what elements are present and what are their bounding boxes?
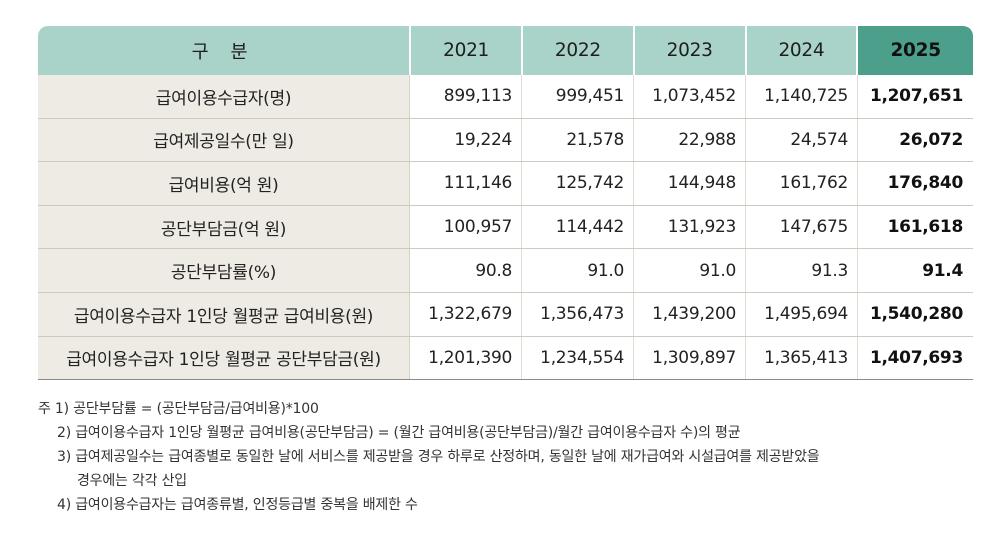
table-cell: 144,948 (634, 162, 746, 205)
table-cell: 19,224 (410, 118, 522, 162)
table-cell: 91.0 (634, 249, 746, 292)
header-year-2024: 2024 (746, 26, 857, 75)
table-cell: 1,073,452 (634, 75, 746, 118)
footnote-1: 주 1) 공단부담률 = (공단부담금/급여비용)*100 (38, 401, 319, 417)
row-label: 급여이용수급자 1인당 월평균 공단부담금(원) (38, 336, 410, 380)
footnote-2: 2) 급여이용수급자 1인당 월평균 급여비용(공단부담금) = (월간 급여비… (57, 425, 741, 441)
table-cell-highlight: 91.4 (922, 260, 963, 281)
table-cell: 161,762 (746, 162, 858, 205)
table-cell-highlight: 1,540,280 (869, 304, 963, 325)
header-year-2022: 2022 (522, 26, 633, 75)
table-cell: 1,140,725 (746, 75, 858, 118)
header-year-2023: 2023 (634, 26, 745, 75)
table-cell-highlight: 176,840 (887, 173, 964, 194)
row-label: 급여비용(억 원) (38, 162, 410, 205)
header-year-2025: 2025 (858, 26, 974, 75)
table-cell-highlight: 26,072 (899, 129, 963, 150)
table-cell: 147,675 (746, 205, 858, 249)
table-cell: 131,923 (634, 205, 746, 249)
row-label: 급여이용수급자 1인당 월평균 급여비용(원) (38, 292, 410, 336)
table-cell: 1,201,390 (410, 336, 522, 380)
footnote-4: 4) 급여이용수급자는 급여종류별, 인정등급별 중복을 배제한 수 (57, 497, 418, 513)
table-cell: 1,234,554 (522, 336, 634, 380)
table-cell: 899,113 (410, 75, 522, 118)
table-cell-highlight: 161,618 (887, 217, 964, 238)
table-cell-highlight: 1,407,693 (869, 347, 963, 368)
row-label: 공단부담률(%) (38, 249, 410, 292)
row-label: 급여이용수급자(명) (38, 75, 410, 118)
table-cell: 1,356,473 (522, 292, 634, 336)
table-cell: 1,309,897 (634, 336, 746, 380)
table-cell: 1,439,200 (634, 292, 746, 336)
table-cell: 90.8 (410, 249, 522, 292)
table-cell: 125,742 (522, 162, 634, 205)
table-row: 급여비용(억 원) 111,146 125,742 144,948 161,76… (38, 162, 973, 206)
table-cell-highlight: 1,207,651 (869, 86, 963, 107)
statistics-table: 구 분 2021 2022 2023 2024 2025 급여이용수급자(명) … (38, 26, 974, 381)
table-cell: 999,451 (522, 75, 634, 118)
row-label: 급여제공일수(만 일) (38, 118, 410, 162)
table-cell: 1,365,413 (746, 336, 858, 380)
table-row: 급여이용수급자 1인당 월평균 급여비용(원) 1,322,679 1,356,… (38, 292, 973, 337)
table-cell: 111,146 (410, 162, 522, 205)
table-cell: 1,495,694 (746, 292, 858, 336)
table-cell: 91.0 (522, 249, 634, 292)
table-cell: 24,574 (746, 118, 858, 162)
table-row: 공단부담금(억 원) 100,957 114,442 131,923 147,6… (38, 205, 973, 250)
footnote-3-continued: 경우에는 각각 산입 (77, 473, 187, 489)
row-label: 공단부담금(억 원) (38, 205, 410, 249)
table-cell: 91.3 (746, 249, 858, 292)
footnote-3: 3) 급여제공일수는 급여종별로 동일한 날에 서비스를 제공받을 경우 하루로… (57, 449, 820, 465)
header-year-2021: 2021 (411, 26, 521, 75)
footnotes: 주 1) 공단부담률 = (공단부담금/급여비용)*100 2) 급여이용수급자… (38, 397, 978, 517)
table-cell: 114,442 (522, 205, 634, 249)
table-cell: 22,988 (634, 118, 746, 162)
table-row: 급여이용수급자 1인당 월평균 공단부담금(원) 1,201,390 1,234… (38, 336, 973, 381)
table-header-row: 구 분 2021 2022 2023 2024 2025 (38, 26, 974, 75)
table-cell: 21,578 (522, 118, 634, 162)
header-category: 구 분 (38, 26, 410, 75)
table-cell: 100,957 (410, 205, 522, 249)
table-row: 급여이용수급자(명) 899,113 999,451 1,073,452 1,1… (38, 75, 973, 119)
table-cell: 1,322,679 (410, 292, 522, 336)
table-row: 공단부담률(%) 90.8 91.0 91.0 91.3 91.4 (38, 249, 973, 293)
table-row: 급여제공일수(만 일) 19,224 21,578 22,988 24,574 … (38, 118, 973, 163)
